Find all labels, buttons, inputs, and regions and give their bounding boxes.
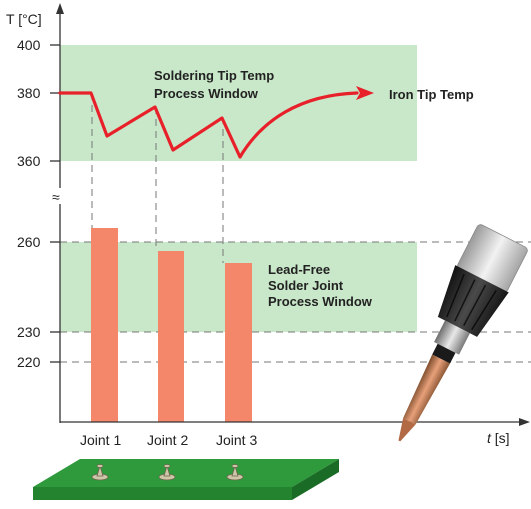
joint-2-bar: [158, 251, 184, 422]
y-tick-400: 400: [17, 37, 41, 53]
iron-tip-temp-curve: [58, 91, 359, 159]
y-tick-380: 380: [17, 85, 41, 101]
axis-break-icon: ≈: [52, 189, 60, 205]
joint-1-label: Joint 1: [80, 432, 121, 448]
soldering-iron-icon: [398, 224, 528, 442]
iron-tip-temp-label: Iron Tip Temp: [389, 87, 474, 102]
joint-3-label: Joint 3: [216, 432, 257, 448]
joint-3-bar: [225, 263, 252, 422]
y-tick-360: 360: [17, 153, 41, 169]
joint-1-bar: [91, 228, 118, 422]
curve-arrow-icon: [356, 86, 374, 100]
joint-window-label: Lead-Free Solder Joint Process Window: [268, 262, 373, 309]
y-tick-220: 220: [17, 354, 41, 370]
joint-2-label: Joint 2: [147, 432, 188, 448]
x-axis-arrow-icon: [519, 418, 530, 426]
y-axis-arrow-icon: [56, 3, 64, 14]
y-tick-230: 230: [17, 324, 41, 340]
y-tick-260: 260: [17, 234, 41, 250]
tip-process-window: [60, 45, 417, 161]
tip-window-label: Soldering Tip Temp Process Window: [154, 68, 278, 101]
circuit-board-icon: [33, 459, 339, 500]
y-axis-label: T [°C]: [6, 11, 42, 27]
x-axis-label: t [s]: [487, 430, 510, 446]
